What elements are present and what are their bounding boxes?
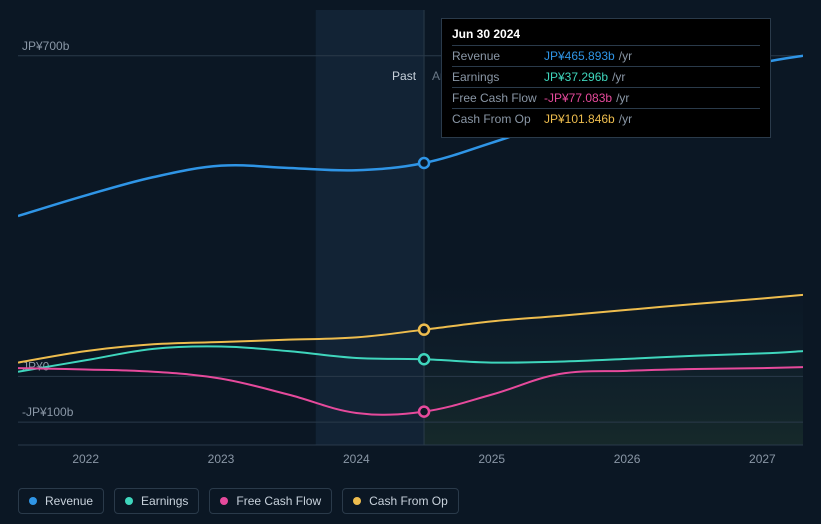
- tooltip-label: Cash From Op: [452, 112, 544, 126]
- legend-item-cash_from_op[interactable]: Cash From Op: [342, 488, 459, 514]
- x-axis-label: 2026: [614, 452, 641, 466]
- tooltip-row: Free Cash Flow-JP¥77.083b/yr: [452, 87, 760, 108]
- legend-label: Revenue: [45, 494, 93, 508]
- x-axis-label: 2023: [208, 452, 235, 466]
- y-axis-label: -JP¥100b: [22, 405, 74, 419]
- legend-item-fcf[interactable]: Free Cash Flow: [209, 488, 332, 514]
- tooltip-label: Earnings: [452, 70, 544, 84]
- x-axis-label: 2027: [749, 452, 776, 466]
- forecast-fill: [424, 285, 803, 445]
- legend-label: Cash From Op: [369, 494, 448, 508]
- tooltip-value: -JP¥77.083b: [544, 91, 612, 105]
- tooltip-row: EarningsJP¥37.296b/yr: [452, 66, 760, 87]
- chart-tooltip: Jun 30 2024 RevenueJP¥465.893b/yrEarning…: [441, 18, 771, 138]
- legend-label: Free Cash Flow: [236, 494, 321, 508]
- legend-dot-icon: [125, 497, 133, 505]
- marker-revenue: [419, 158, 429, 168]
- y-axis-label: JP¥700b: [22, 39, 70, 53]
- tooltip-label: Revenue: [452, 49, 544, 63]
- legend-dot-icon: [220, 497, 228, 505]
- x-axis-label: 2022: [72, 452, 99, 466]
- legend-label: Earnings: [141, 494, 188, 508]
- tooltip-unit: /yr: [619, 49, 632, 63]
- x-axis-label: 2024: [343, 452, 370, 466]
- legend-item-earnings[interactable]: Earnings: [114, 488, 199, 514]
- chart-legend: Revenue Earnings Free Cash Flow Cash From O…: [18, 488, 459, 514]
- tooltip-label: Free Cash Flow: [452, 91, 544, 105]
- tooltip-row: RevenueJP¥465.893b/yr: [452, 45, 760, 66]
- marker-fcf: [419, 407, 429, 417]
- legend-dot-icon: [353, 497, 361, 505]
- tooltip-unit: /yr: [612, 70, 625, 84]
- legend-dot-icon: [29, 497, 37, 505]
- tooltip-value: JP¥465.893b: [544, 49, 615, 63]
- legend-item-revenue[interactable]: Revenue: [18, 488, 104, 514]
- tooltip-unit: /yr: [619, 112, 632, 126]
- tooltip-value: JP¥101.846b: [544, 112, 615, 126]
- tooltip-date: Jun 30 2024: [452, 27, 760, 45]
- tooltip-row: Cash From OpJP¥101.846b/yr: [452, 108, 760, 129]
- marker-cash_from_op: [419, 325, 429, 335]
- past-label: Past: [392, 69, 417, 83]
- marker-earnings: [419, 354, 429, 364]
- tooltip-unit: /yr: [616, 91, 629, 105]
- tooltip-value: JP¥37.296b: [544, 70, 608, 84]
- x-axis-label: 2025: [478, 452, 505, 466]
